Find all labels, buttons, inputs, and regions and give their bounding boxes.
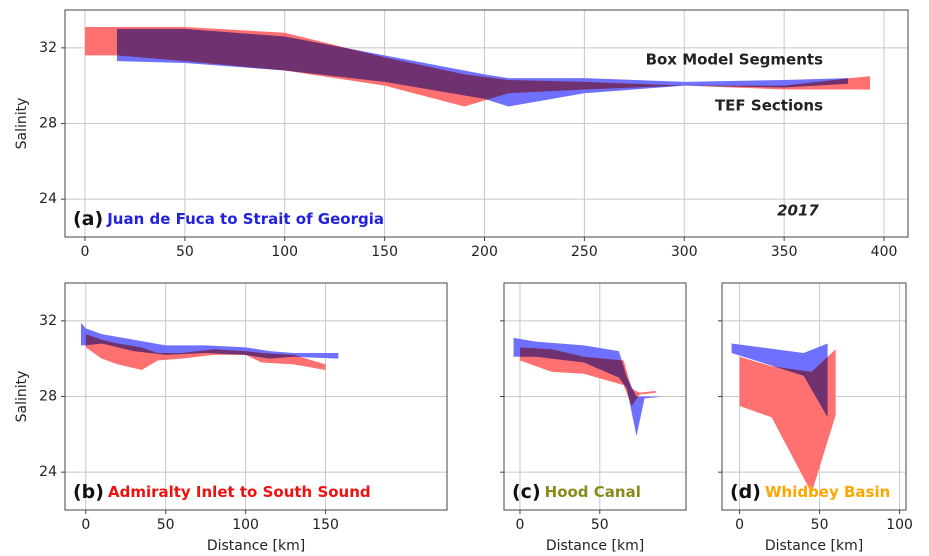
x-tick-label: 0 <box>81 517 90 533</box>
salinity-band <box>85 334 326 371</box>
x-axis-label: Distance [km] <box>765 538 863 554</box>
panel-label: (b) Admiralty Inlet to South Sound <box>73 481 371 503</box>
salinity-band <box>84 27 871 107</box>
salinity-band <box>731 343 828 418</box>
panel-region: Whidbey Basin <box>765 483 890 501</box>
panel: 0 50 Distance [km] (c) Hood Canal <box>500 282 687 554</box>
x-tick-label: 250 <box>571 244 598 260</box>
plot-area <box>80 322 339 371</box>
panel-letter: (b) <box>73 481 104 503</box>
x-tick-label: 300 <box>671 244 698 260</box>
legend-text: TEF Sections <box>715 97 823 115</box>
y-tick-label: 32 <box>39 40 57 56</box>
x-tick-label: 50 <box>591 517 609 533</box>
x-tick-label: 0 <box>516 517 525 533</box>
plot-frame <box>64 282 448 511</box>
x-axis-label: Distance [km] <box>546 538 644 554</box>
x-axis-label: Distance [km] <box>207 538 305 554</box>
panel-label: (d) Whidbey Basin <box>730 481 890 503</box>
x-tick-label: 400 <box>871 244 898 260</box>
panel-region: Hood Canal <box>545 483 641 501</box>
plot-area <box>731 343 836 493</box>
panel: 0 50 100 150 24 28 32 Salinity Distance [km] (b) A… <box>14 282 448 554</box>
x-tick-label: 350 <box>771 244 798 260</box>
y-tick-label: 32 <box>39 313 57 329</box>
y-tick-label: 24 <box>39 464 57 480</box>
y-tick-label: 28 <box>39 116 57 132</box>
x-tick-label: 100 <box>271 244 298 260</box>
plot-area <box>513 337 664 437</box>
panel: 0 50 100 Distance [km] (d) Whidbey Basin <box>718 282 913 554</box>
x-tick-label: 50 <box>157 517 175 533</box>
y-tick-label: 24 <box>39 191 57 207</box>
panel-letter: (d) <box>730 481 761 503</box>
panel-region: Admiralty Inlet to South Sound <box>108 483 371 501</box>
legend-text: Box Model Segments <box>646 51 824 69</box>
panel-label: (a) Juan de Fuca to Strait of Georgia <box>73 208 384 230</box>
x-tick-label: 0 <box>81 244 90 260</box>
salinity-band <box>519 347 656 406</box>
year-label: 2017 <box>777 202 819 220</box>
x-tick-label: 0 <box>735 517 744 533</box>
x-tick-label: 150 <box>312 517 339 533</box>
y-tick-label: 28 <box>39 389 57 405</box>
x-tick-label: 50 <box>176 244 194 260</box>
x-tick-label: 50 <box>811 517 829 533</box>
panel-letter: (c) <box>512 481 541 503</box>
y-axis-label: Salinity <box>14 98 30 150</box>
panel: 0 50 100 150 200 250 300 350 400 24 28 32 Salinity (a… <box>14 9 909 260</box>
panel-region: Juan de Fuca to Strait of Georgia <box>106 210 384 228</box>
plot-frame <box>503 282 687 511</box>
y-axis-label: Salinity <box>14 371 30 423</box>
plot-area <box>84 27 871 107</box>
x-tick-label: 150 <box>371 244 398 260</box>
salinity-band <box>739 349 836 493</box>
x-tick-label: 100 <box>232 517 259 533</box>
plot-frame <box>64 9 909 238</box>
x-tick-label: 200 <box>471 244 498 260</box>
panel-label: (c) Hood Canal <box>512 481 641 503</box>
x-tick-label: 100 <box>886 517 913 533</box>
plot-frame <box>721 282 907 511</box>
panel-letter: (a) <box>73 208 103 230</box>
